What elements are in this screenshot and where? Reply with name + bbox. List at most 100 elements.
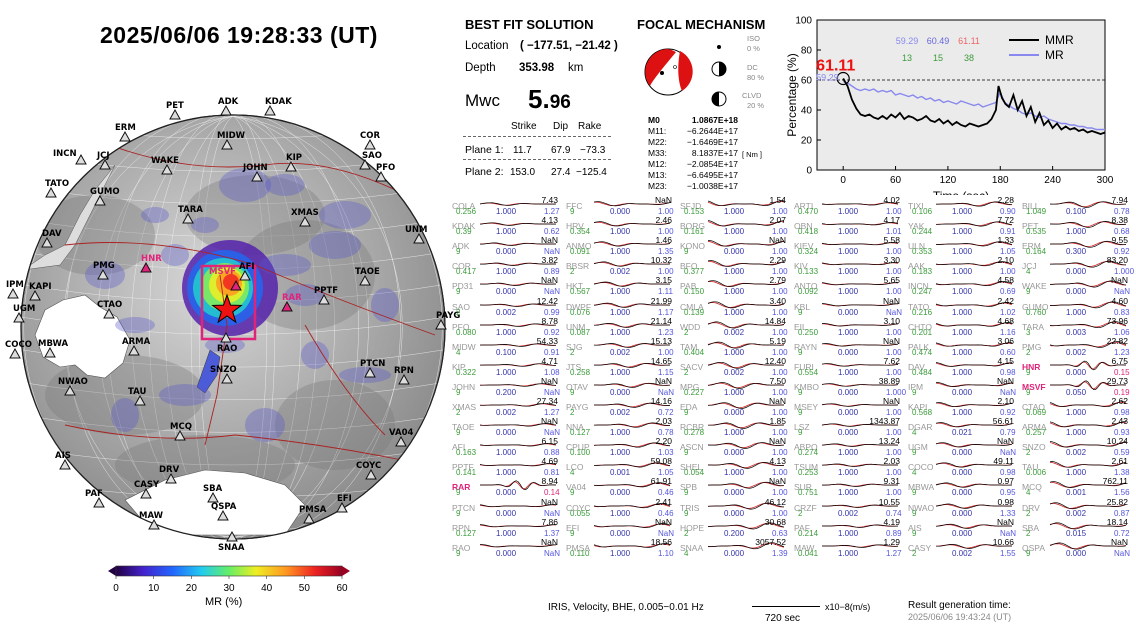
station-waveform — [935, 462, 1013, 468]
station-label: MIDW — [217, 131, 246, 141]
station-triangle — [119, 130, 131, 142]
observed-trace — [479, 503, 557, 507]
station-triangle — [220, 331, 232, 343]
station-triangle — [395, 435, 407, 447]
station-stats: 2 0.002 1.00 — [570, 267, 674, 277]
station-label: JOHN — [242, 163, 268, 173]
station-triangle — [364, 366, 376, 378]
station-marker: CASY — [134, 480, 160, 499]
observed-trace — [593, 302, 670, 308]
station-stats: 0.470 1.000 1.00 — [798, 207, 902, 216]
tensor-key: M12: — [648, 159, 667, 169]
station-marker: RAO — [217, 331, 237, 354]
station-amplitude: NaN — [882, 295, 900, 306]
station-amplitude: 18.56 — [650, 536, 672, 547]
x-tick-label: 240 — [1044, 175, 1061, 186]
station-stats: 0.150 1.000 1.00 — [684, 287, 788, 297]
observed-trace — [1050, 360, 1126, 371]
station-stats: 0.055 1.000 0.46 — [570, 508, 674, 518]
station-waveform — [1049, 522, 1127, 529]
station-marker: PMG — [93, 261, 115, 280]
station-amplitude: 2.46 — [655, 215, 672, 226]
observed-trace — [593, 241, 671, 247]
station-name: SNZO — [1022, 442, 1046, 453]
focal-mechanism-graphic — [644, 45, 727, 107]
station-cell: DRV 25.82 2 0.002 0.87 — [1022, 497, 1136, 518]
station-waveform — [593, 522, 671, 528]
station-triangle — [264, 104, 276, 116]
station-marker: UNM — [405, 225, 427, 244]
station-cell: AIS NaN 9 0.000 NaN — [908, 516, 1022, 538]
observed-trace — [821, 403, 899, 407]
station-stats: 9 0.000 1.00 — [684, 508, 788, 518]
data-info: IRIS, Velocity, BHE, 0.005−0.01 Hz — [548, 602, 704, 613]
station-stats: 0.163 1.000 0.88 — [456, 448, 560, 458]
station-triangle — [41, 236, 53, 248]
station-amplitude: NaN — [540, 375, 558, 386]
y-tick-label: 20 — [801, 136, 813, 147]
station-amplitude: 56.61 — [992, 416, 1014, 427]
station-triangle — [9, 347, 21, 359]
station-waveform — [821, 282, 899, 286]
station-marker: PFO — [375, 163, 395, 182]
observed-trace — [935, 442, 1013, 448]
station-cell: NWAO 0.98 9 0.000 1.33 — [908, 497, 1022, 518]
station-amplitude: 5.65 — [883, 275, 900, 286]
series-line-mmr — [842, 78, 1106, 135]
station-stats: 9 0.000 1.33 — [912, 508, 1016, 518]
station-amplitude: 2.43 — [1111, 416, 1128, 427]
station-cell: KBL NaN 9 0.000 NaN — [794, 295, 908, 317]
station-amplitude: NaN — [768, 436, 786, 447]
mw-value: 5.96 — [528, 84, 571, 114]
observed-trace — [593, 201, 671, 207]
station-amplitude: 3.06 — [997, 335, 1014, 346]
station-waveform — [935, 382, 1013, 387]
observed-trace — [821, 262, 899, 266]
station-name: JOHN — [452, 381, 476, 392]
station-amplitude: 21.14 — [650, 315, 672, 326]
station-cell: PMSA 18.56 0.110 1.000 1.10 — [566, 536, 680, 558]
station-waveform — [821, 504, 899, 508]
station-name: FURI — [794, 361, 814, 372]
station-marker: WAKE — [151, 156, 179, 175]
station-amplitude: 2.41 — [655, 496, 672, 507]
station-marker: SNZO — [210, 365, 237, 384]
station-label: MSVF — [209, 267, 236, 277]
station-waveform — [707, 482, 785, 490]
station-waveform — [707, 321, 785, 329]
station-triangle — [134, 394, 146, 406]
station-name: KONO — [680, 241, 706, 252]
station-stats: 9 0.000 1.000 — [798, 387, 907, 397]
station-name: PMSA — [566, 542, 591, 553]
station-cell: WAKE NaN 9 0.000 NaN — [1022, 275, 1136, 296]
tensor-value: 8.1837E+17 — [691, 148, 738, 158]
station-name: UNM — [566, 321, 586, 332]
station-amplitude: 5.19 — [769, 335, 786, 346]
station-label: SNZO — [210, 365, 237, 375]
station-waveform — [935, 523, 1013, 529]
station-amplitude: NaN — [996, 516, 1014, 527]
station-stats: 0.227 1.000 1.00 — [684, 387, 788, 397]
observed-trace — [936, 543, 1012, 549]
station-name: CMLA — [680, 301, 704, 312]
station-amplitude: 2.20 — [655, 436, 672, 447]
y-tick-label: 100 — [795, 16, 812, 27]
station-name: KBL — [794, 301, 811, 312]
station-stats: 4 0.100 0.91 — [456, 347, 560, 357]
observed-trace — [593, 522, 671, 528]
station-triangle — [220, 104, 232, 116]
station-stats: 2 0.200 0.63 — [684, 528, 788, 538]
plane2-dip: 27.4 — [551, 167, 571, 178]
observed-trace — [708, 422, 785, 429]
station-label: CASY — [134, 480, 160, 490]
station-marker: PPTF — [314, 286, 338, 305]
station-cell: ASCN NaN 9 0.000 1.00 — [680, 436, 794, 457]
station-amplitude: NaN — [540, 275, 558, 286]
station-cell: EDA NaN 9 0.000 1.00 — [680, 396, 794, 417]
station-amplitude: 4.13 — [769, 456, 786, 467]
station-amplitude: 3.82 — [541, 255, 558, 266]
station-amplitude: 8.38 — [1111, 215, 1128, 226]
observed-trace — [1049, 481, 1127, 489]
station-marker: COR — [360, 131, 380, 150]
station-cell: HKT 3.15 0.567 1.000 1.11 — [566, 275, 680, 296]
